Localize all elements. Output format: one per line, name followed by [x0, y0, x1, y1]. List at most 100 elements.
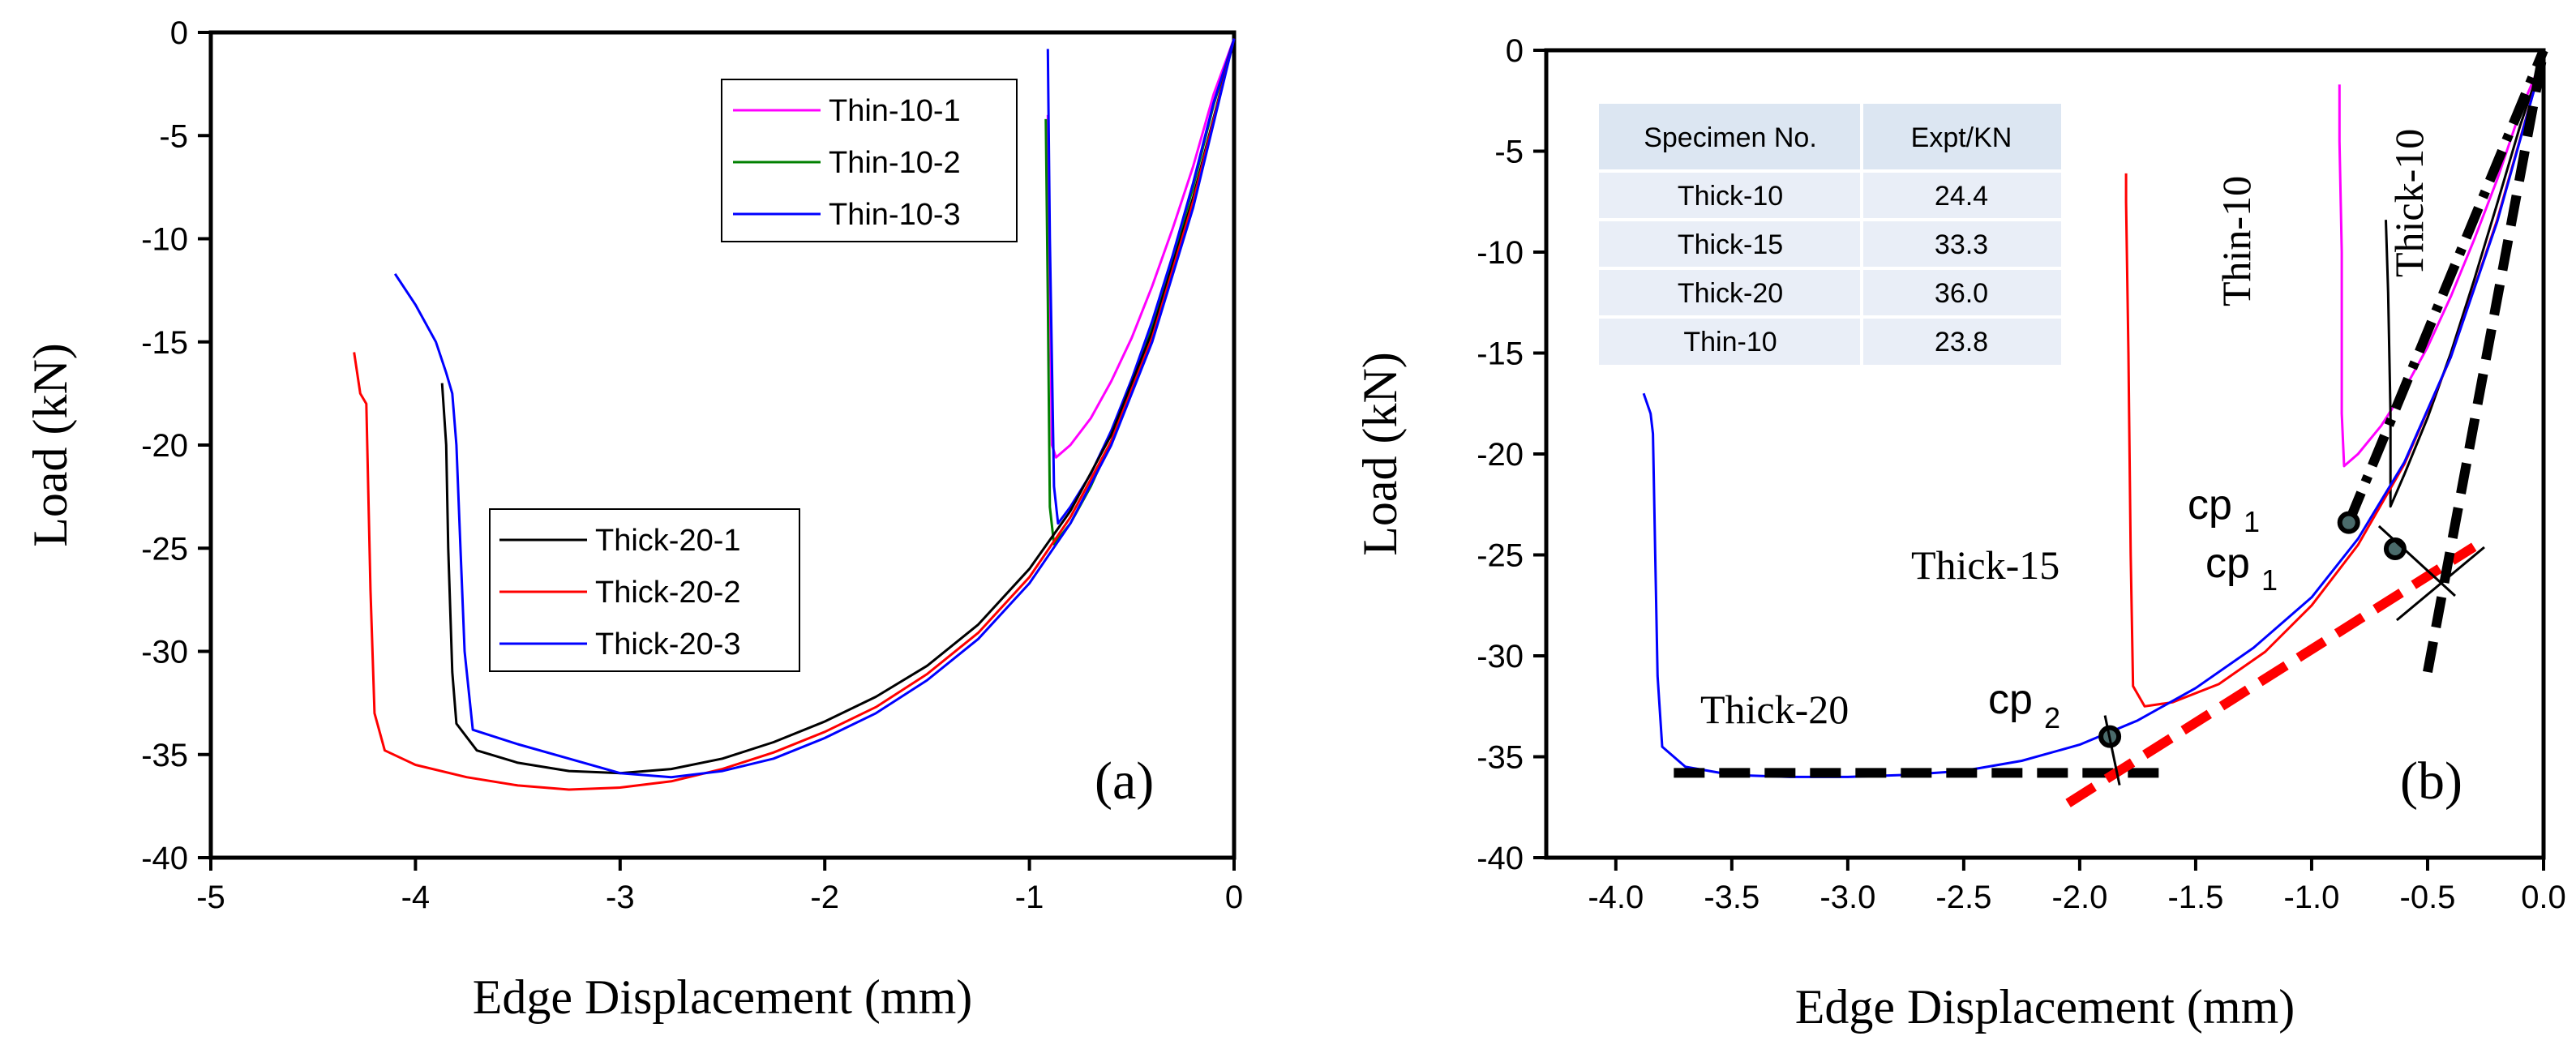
table-cell-value: 33.3 [1935, 229, 1988, 260]
y-tick-label: -5 [159, 118, 188, 154]
series-line-thick-10 [2385, 56, 2545, 508]
series-line-thin-10-1 [1046, 38, 1236, 459]
y-tick-label: -10 [141, 222, 188, 258]
curve-label-thick-15: Thick-15 [1911, 542, 2060, 588]
y-tick-label: -5 [1494, 135, 1524, 170]
x-tick-label: -3.5 [1704, 880, 1759, 915]
y-tick-label: -25 [141, 531, 188, 567]
y-tick-label: -20 [1477, 437, 1524, 473]
guide-line-2 [2065, 542, 2477, 807]
cp-label-text: cp [1988, 676, 2033, 723]
x-tick-label: -1.0 [2283, 880, 2339, 915]
curve-label-thick-20: Thick-20 [1700, 687, 1849, 732]
critical-point-marker-1 [2337, 511, 2360, 534]
guide-line-3 [2423, 49, 2548, 674]
cp1-label-a: cp 1 [2188, 482, 2260, 538]
curve-label-thick-10: Thick-10 [2386, 129, 2432, 277]
cp-label-text: cp [2205, 540, 2250, 587]
table-row-1 [1599, 172, 2061, 219]
table-row-3 [1599, 269, 2061, 316]
table-cell-value: 24.4 [1935, 181, 1988, 212]
table-cell-specimen: Thick-10 [1678, 181, 1783, 212]
annotation-stroke [2103, 715, 2121, 786]
x-tick-label: -2 [810, 880, 839, 915]
x-tick-label: -5 [196, 880, 225, 915]
x-tick-label: -4 [401, 880, 431, 915]
panel-a-curves [353, 38, 1236, 791]
y-tick-label: -20 [141, 428, 188, 464]
y-tick-label: -30 [1477, 639, 1524, 674]
panel-b-tick-labels: -4.0 -3.5 -3.0 -2.5 -2.0 -1.5 -1.0 -0.5 0.0 0 -5 -1… [1477, 33, 2566, 915]
panel-b-critical-points [2098, 511, 2485, 786]
table-cell-specimen: Thin-10 [1683, 327, 1777, 358]
cp-label-subscript: 2 [2044, 701, 2060, 734]
series-line-thick-20-3 [393, 38, 1236, 779]
series-line-thick-20-1 [440, 38, 1236, 775]
cp2-label: cp 2 [1988, 676, 2060, 734]
y-tick-label: -40 [1477, 841, 1524, 876]
table-row-4 [1599, 318, 2061, 365]
table-header-specimen: Specimen No. [1644, 122, 1817, 153]
x-tick-label: -3.0 [1819, 880, 1875, 915]
y-tick-label: -35 [1477, 740, 1524, 776]
x-tick-label: -1 [1015, 880, 1044, 915]
curve-label-thin-10: Thin-10 [2214, 176, 2259, 306]
y-tick-label: 0 [1506, 33, 1524, 69]
annotation-stroke [2377, 524, 2456, 597]
y-tick-label: -35 [141, 738, 188, 773]
legend-label-thick-20-1: Thick-20-1 [595, 524, 741, 558]
panel-a-legend-thick: Thick-20-1 Thick-20-2 Thick-20-3 [489, 508, 800, 672]
panel-a-tick-labels: -5 -4 -3 -2 -1 00-5-10-15-20-25-30-35-40 [141, 15, 1243, 915]
series-line-thin-10 [2338, 55, 2545, 468]
series-line-thin-10-3 [1046, 38, 1236, 525]
table-cell-specimen: Thick-20 [1678, 278, 1783, 309]
cp-label-subscript: 1 [2261, 563, 2278, 597]
x-tick-label: 0 [1225, 880, 1243, 915]
table-cell-specimen: Thick-15 [1678, 229, 1783, 260]
x-tick-label: -1.5 [2167, 880, 2223, 915]
panel-a-x-axis-label: Edge Displacement (mm) [473, 970, 972, 1024]
y-tick-label: -10 [1477, 235, 1524, 271]
annotation-stroke [2395, 546, 2485, 622]
panel-a-y-axis-label: Load (kN) [24, 343, 77, 547]
x-tick-label: -0.5 [2400, 880, 2456, 915]
x-tick-label: 0.0 [2521, 880, 2566, 915]
y-tick-label: -30 [141, 635, 188, 670]
legend-label-thin-10-1: Thin-10-1 [829, 94, 961, 128]
guide-line-4 [2344, 48, 2548, 524]
y-tick-label: 0 [170, 15, 188, 51]
table-row-2 [1599, 221, 2061, 268]
table-cell-value: 36.0 [1935, 278, 1988, 309]
panel-b-data-table: Specimen No. Expt/KN Thick-10 24.4 Thick… [1599, 104, 2061, 365]
x-tick-label: -4.0 [1588, 880, 1644, 915]
cp1-label-b: cp 1 [2205, 540, 2278, 597]
panel-b-letter: (b) [2400, 751, 2462, 811]
cp-label-text: cp [2188, 482, 2232, 529]
table-header-row [1599, 104, 2061, 170]
panel-a-legend-thin: Thin-10-1 Thin-10-2 Thin-10-3 [721, 79, 1018, 242]
legend-label-thick-20-2: Thick-20-2 [595, 576, 741, 610]
y-tick-label: -40 [141, 841, 188, 876]
panel-b-guide-lines [1674, 48, 2548, 807]
y-tick-label: -15 [1477, 336, 1524, 372]
x-tick-label: -2.5 [1935, 880, 1991, 915]
table-header-expt: Expt/KN [1911, 122, 2012, 153]
series-line-thin-10-2 [1044, 38, 1236, 546]
panel-b-x-axis-label: Edge Displacement (mm) [1795, 980, 2295, 1034]
x-tick-label: -3 [606, 880, 635, 915]
legend-label-thin-10-2: Thin-10-2 [829, 146, 961, 180]
panel-a-letter: (a) [1095, 751, 1154, 811]
panel-b-chart: Specimen No. Expt/KN Thick-10 24.4 Thick… [1353, 33, 2566, 1034]
panel-b-ticks [1533, 49, 2545, 871]
panel-b-y-axis-label: Load (kN) [1353, 352, 1407, 556]
y-tick-label: -25 [1477, 538, 1524, 574]
table-cell-value: 23.8 [1935, 327, 1988, 358]
panel-a-ticks [198, 31, 1236, 871]
cp-label-subscript: 1 [2244, 505, 2260, 538]
panel-a-chart: -5 -4 -3 -2 -1 00-5-10-15-20-25-30-35-40 Thin… [24, 15, 1243, 1024]
legend-label-thin-10-3: Thin-10-3 [829, 198, 961, 232]
x-tick-label: -2.0 [2051, 880, 2107, 915]
legend-label-thick-20-3: Thick-20-3 [595, 627, 741, 662]
y-tick-label: -15 [141, 325, 188, 361]
